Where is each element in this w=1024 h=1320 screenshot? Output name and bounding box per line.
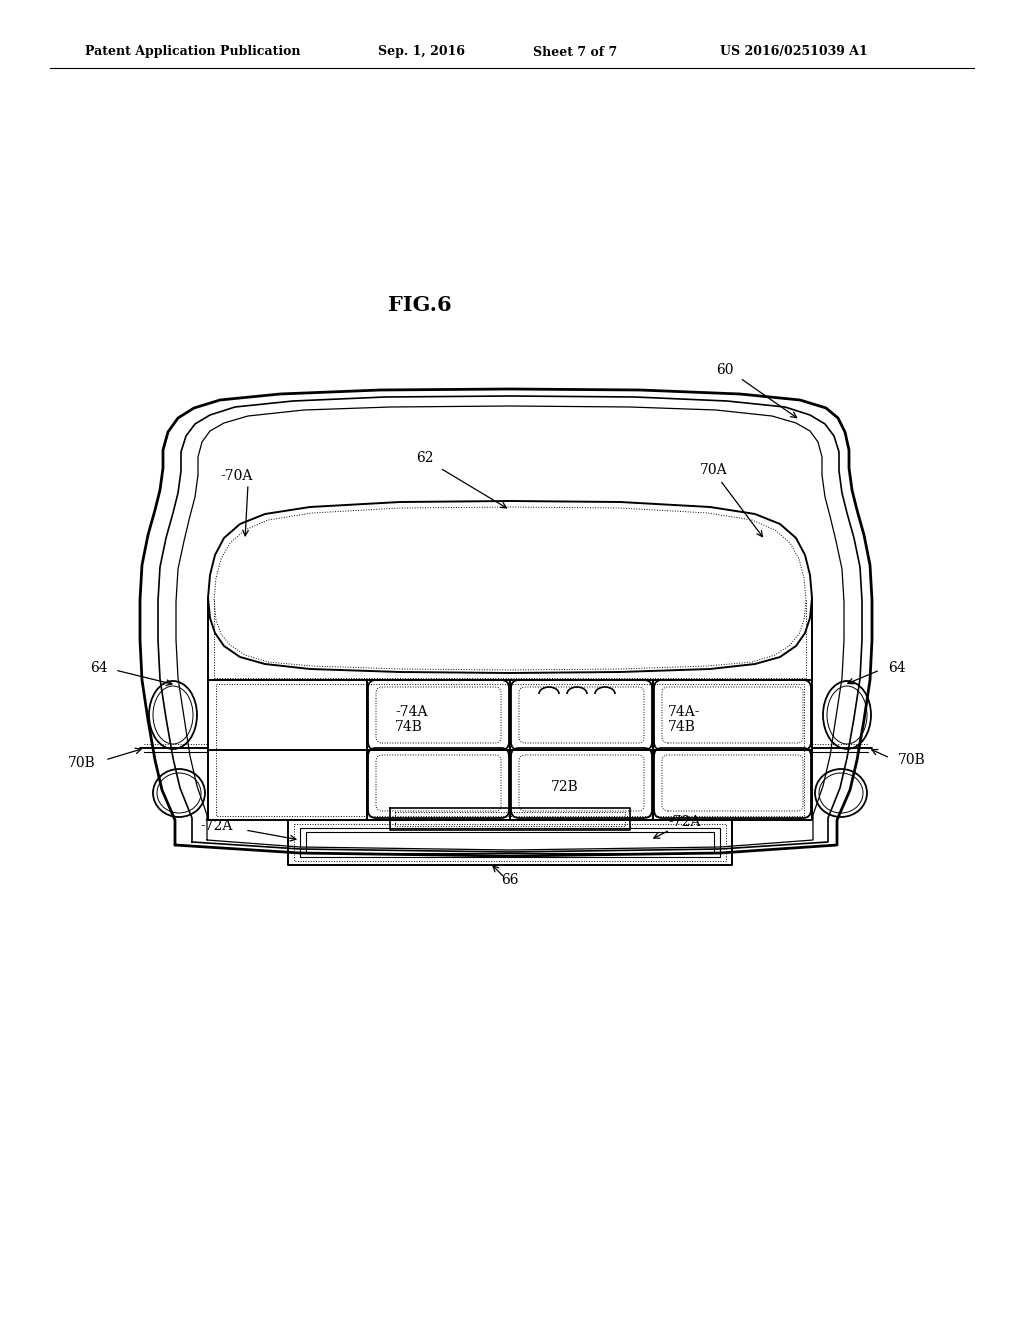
Text: 74B: 74B bbox=[668, 719, 696, 734]
Text: 72B: 72B bbox=[551, 780, 579, 795]
Text: 70B: 70B bbox=[898, 752, 926, 767]
Text: -74A: -74A bbox=[395, 705, 427, 719]
Text: 64: 64 bbox=[90, 661, 108, 675]
Text: 70A: 70A bbox=[700, 463, 728, 477]
Text: 62: 62 bbox=[416, 451, 434, 465]
Text: -72A: -72A bbox=[200, 818, 232, 833]
Text: 74A-: 74A- bbox=[668, 705, 700, 719]
Text: -72A: -72A bbox=[668, 814, 700, 829]
Text: Patent Application Publication: Patent Application Publication bbox=[85, 45, 300, 58]
Text: Sep. 1, 2016: Sep. 1, 2016 bbox=[378, 45, 465, 58]
Text: FIG.6: FIG.6 bbox=[388, 294, 452, 315]
Text: US 2016/0251039 A1: US 2016/0251039 A1 bbox=[720, 45, 867, 58]
Text: 66: 66 bbox=[502, 873, 519, 887]
Text: Sheet 7 of 7: Sheet 7 of 7 bbox=[534, 45, 617, 58]
Text: 74B: 74B bbox=[395, 719, 423, 734]
Text: 64: 64 bbox=[888, 661, 905, 675]
Text: 70B: 70B bbox=[69, 756, 96, 770]
Text: -70A: -70A bbox=[220, 469, 252, 483]
Text: 60: 60 bbox=[716, 363, 734, 378]
